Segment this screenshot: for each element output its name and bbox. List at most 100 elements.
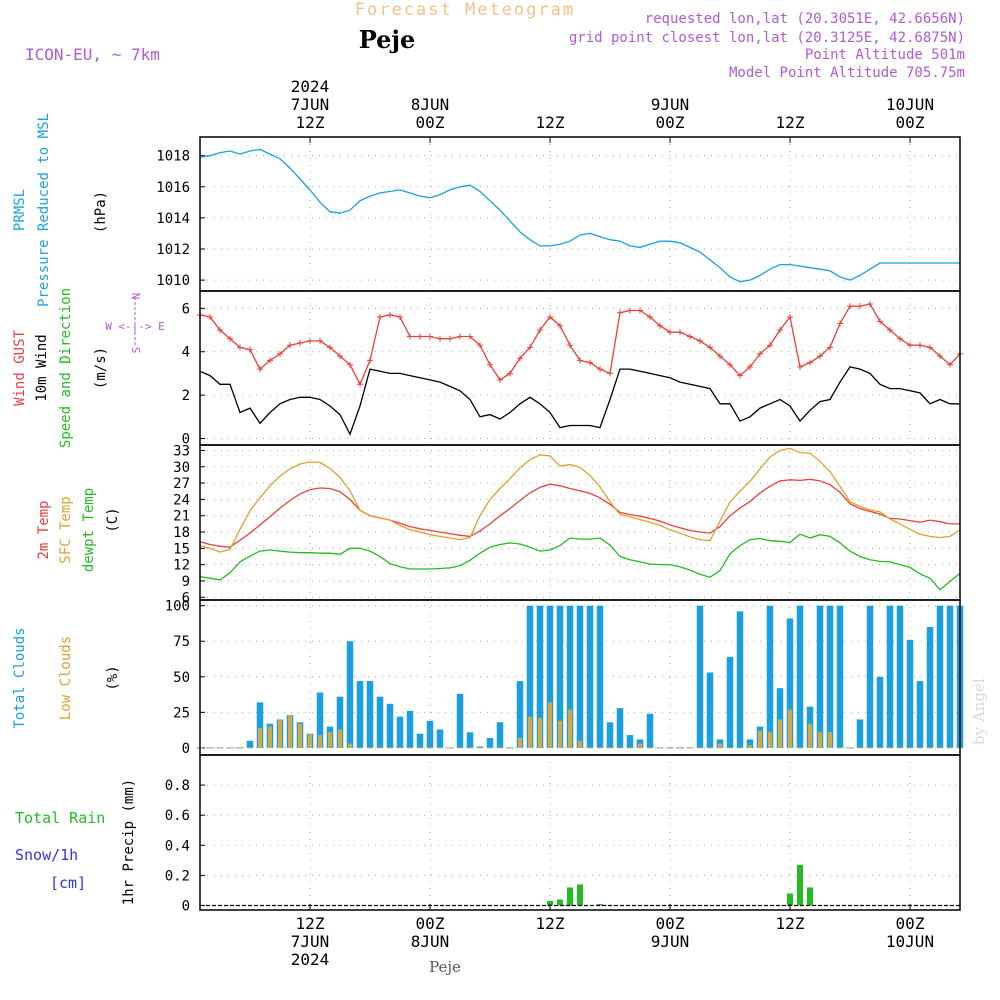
bar-rain — [567, 887, 573, 906]
y-tick-label: 0.4 — [165, 838, 190, 854]
header-title: Forecast Meteogram — [355, 0, 575, 20]
bar-total_clouds — [356, 681, 364, 748]
bar-total_clouds — [856, 719, 864, 748]
gust-marker — [617, 309, 623, 316]
y-tick-label: 75 — [173, 634, 190, 650]
y-tick-label: 25 — [173, 705, 190, 721]
bar-total_clouds — [436, 729, 444, 748]
gust-marker — [727, 361, 733, 368]
bar-rain — [787, 893, 793, 906]
y-tick-label: 0.8 — [165, 778, 190, 794]
gust-marker — [357, 381, 363, 388]
gust-marker — [917, 342, 923, 349]
y-tick-label: 15 — [173, 541, 190, 557]
bar-total_clouds — [376, 696, 384, 748]
bar-total_clouds — [646, 713, 654, 748]
pressure-label-msl: Pressure Reduced to MSL — [36, 113, 52, 307]
gust-marker — [647, 314, 653, 321]
bar-total_clouds — [826, 605, 834, 748]
gust-marker — [657, 322, 663, 329]
bar-total_clouds — [796, 605, 804, 748]
y-tick-label: 50 — [173, 670, 190, 686]
gust-marker — [297, 340, 303, 347]
time-label-top: 9JUN — [651, 95, 690, 114]
bar-total_clouds — [576, 605, 584, 748]
gust-marker — [567, 342, 573, 349]
temp-label-dewpt: dewpt Temp — [81, 488, 97, 572]
bar-total_clouds — [926, 627, 934, 748]
pressure-label-prmsl: PRMSL — [12, 189, 28, 231]
bar-total_clouds — [816, 605, 824, 748]
gust-marker — [897, 335, 903, 342]
wind-label-10m: 10m Wind — [34, 334, 50, 401]
y-tick-label: 0 — [182, 898, 190, 914]
y-tick-label: 4 — [182, 345, 190, 361]
time-label-top: 00Z — [656, 113, 685, 132]
gust-marker — [637, 307, 643, 314]
wind-unit: (m/s) — [93, 347, 109, 389]
gust-marker — [387, 311, 393, 318]
y-tick-label: 100 — [165, 599, 190, 615]
gust-marker — [887, 327, 893, 334]
header-model-altitude: Model Point Altitude 705.75m — [729, 65, 965, 81]
bar-total_clouds — [896, 605, 904, 748]
bar-total_clouds — [416, 733, 424, 748]
bar-low_clouds — [528, 716, 532, 748]
bar-total_clouds — [726, 656, 734, 748]
bar-low_clouds — [338, 729, 342, 748]
gust-marker — [947, 361, 953, 368]
bar-total_clouds — [456, 693, 464, 748]
gust-marker — [257, 366, 263, 373]
bar-low_clouds — [328, 732, 332, 748]
bar-low_clouds — [808, 723, 812, 748]
gust-marker — [767, 342, 773, 349]
time-label-top: 7JUN — [291, 95, 330, 114]
y-tick-label: 0 — [182, 741, 190, 757]
bar-total_clouds — [256, 702, 264, 748]
gust-marker — [877, 318, 883, 325]
bar-total_clouds — [536, 605, 544, 748]
bar-rain — [797, 864, 803, 906]
bar-rain — [807, 887, 813, 906]
bar-low_clouds — [748, 745, 752, 748]
bar-total_clouds — [476, 746, 484, 748]
gust-marker — [927, 344, 933, 351]
time-label-bottom: 9JUN — [651, 932, 690, 951]
time-label-bottom: 2024 — [291, 950, 330, 969]
y-tick-label: 0 — [182, 431, 190, 447]
clouds-label-total: Total Clouds — [12, 627, 28, 728]
precip-label-rain: Total Rain — [15, 809, 105, 827]
y-tick-label: 0.2 — [165, 868, 190, 884]
bar-low_clouds — [268, 726, 272, 748]
compass-n: N — [130, 293, 143, 300]
gust-marker — [867, 301, 873, 308]
time-label-top: 12Z — [536, 113, 565, 132]
bar-low_clouds — [258, 727, 262, 748]
bar-rain — [557, 899, 563, 906]
bar-total_clouds — [386, 703, 394, 748]
series-line-10m-wind — [199, 366, 960, 436]
gust-marker — [337, 353, 343, 360]
y-tick-label: 18 — [173, 525, 190, 541]
y-tick-label: 9 — [182, 574, 190, 590]
gust-marker — [317, 337, 323, 344]
bar-total_clouds — [606, 722, 614, 748]
bar-low_clouds — [288, 715, 292, 748]
bar-total_clouds — [336, 696, 344, 748]
temp-unit: (C) — [105, 507, 121, 532]
y-tick-label: 24 — [173, 492, 190, 508]
bar-total_clouds — [836, 605, 844, 748]
y-tick-label: 0.6 — [165, 808, 190, 824]
precip-label-snow: Snow/1h — [15, 846, 78, 864]
bar-low_clouds — [778, 719, 782, 748]
bar-low_clouds — [568, 709, 572, 748]
time-label-top: 00Z — [416, 113, 445, 132]
bar-total_clouds — [786, 618, 794, 748]
bar-rain — [577, 884, 583, 906]
bar-low_clouds — [788, 709, 792, 748]
time-label-bottom: 00Z — [656, 914, 685, 933]
bar-total_clouds — [496, 722, 504, 748]
gust-marker — [427, 333, 433, 340]
gust-marker — [417, 333, 423, 340]
gust-marker — [577, 357, 583, 364]
